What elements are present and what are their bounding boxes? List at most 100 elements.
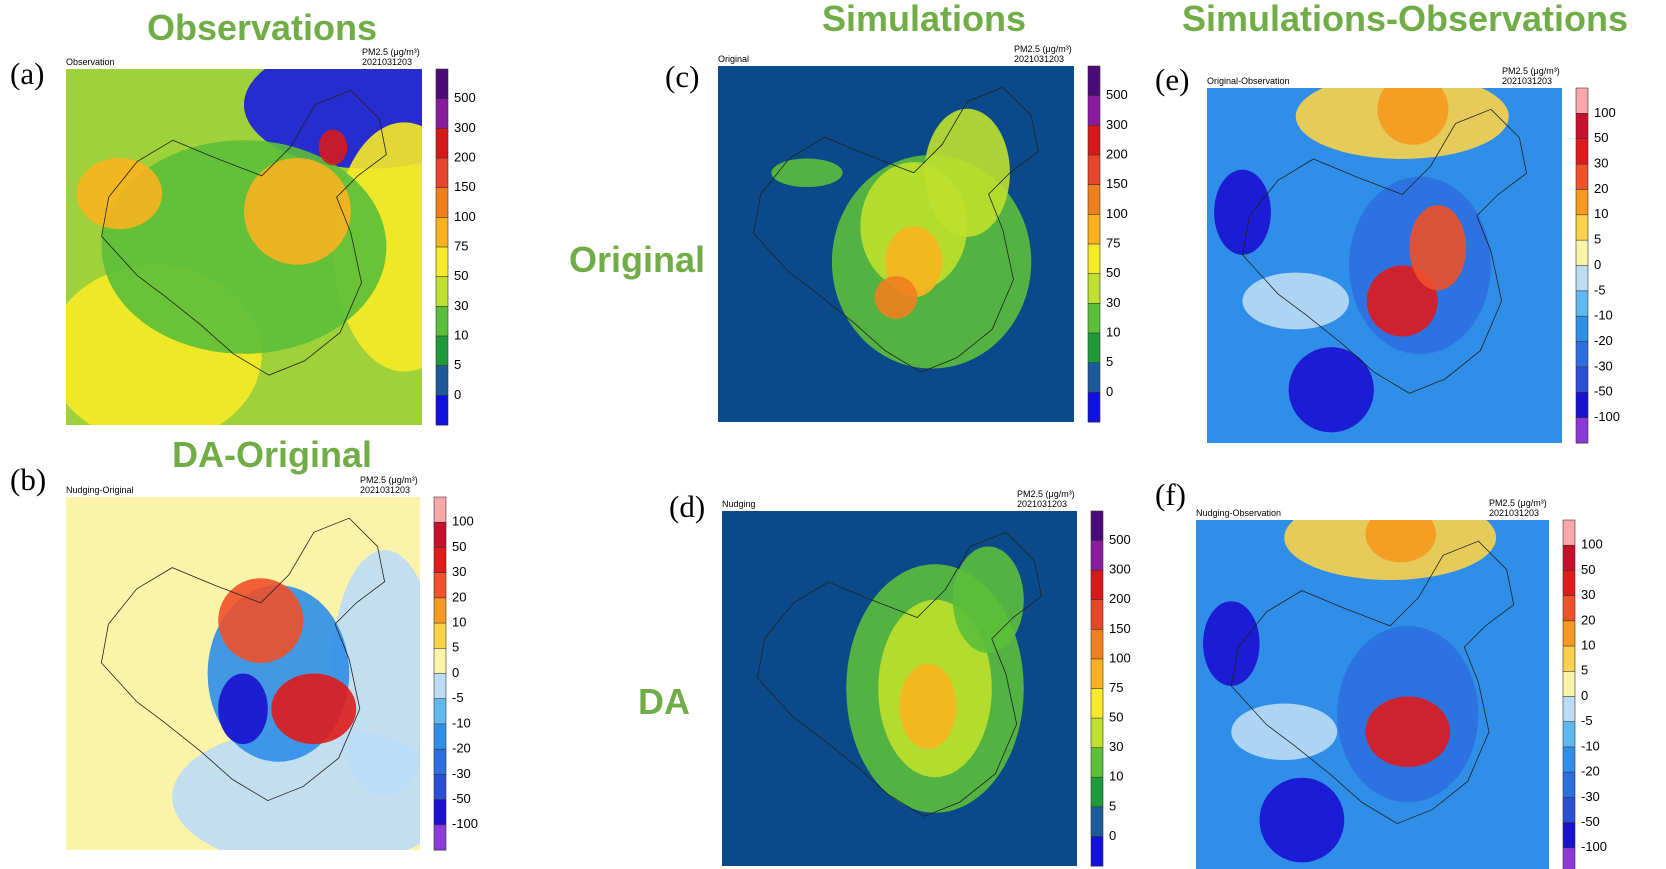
heading: DA-Original xyxy=(172,434,372,475)
colorbar-segment xyxy=(434,724,446,750)
map-field xyxy=(218,578,303,663)
colorbar-label: 0 xyxy=(1106,384,1113,399)
colorbar-label: 200 xyxy=(1106,146,1128,161)
colorbar-segment xyxy=(434,749,446,775)
colorbar-segment xyxy=(1576,189,1588,215)
colorbar-label: 300 xyxy=(1106,117,1128,132)
colorbar-label: 0 xyxy=(454,387,461,402)
colorbar-segment xyxy=(1576,316,1588,342)
heading: Observations xyxy=(147,7,377,48)
colorbar-label: 5 xyxy=(1594,232,1601,247)
colorbar-segment xyxy=(1088,185,1100,215)
colorbar-segment xyxy=(434,497,446,523)
colorbar-segment xyxy=(1088,333,1100,363)
colorbar-label: 150 xyxy=(454,179,476,194)
colorbar-label: -5 xyxy=(452,690,464,705)
colorbar-label: 0 xyxy=(1109,828,1116,843)
time-label: 2021031203 xyxy=(360,485,410,495)
colorbar-label: 10 xyxy=(1109,769,1123,784)
map-field xyxy=(953,547,1024,654)
colorbar-segment xyxy=(1088,125,1100,155)
colorbar-label: -5 xyxy=(1581,713,1593,728)
time-label: 2021031203 xyxy=(1014,54,1064,64)
colorbar-segment xyxy=(436,217,448,247)
colorbar-segment xyxy=(434,800,446,826)
colorbar-label: 75 xyxy=(454,238,468,253)
map-field xyxy=(1365,697,1450,768)
colorbar-segment xyxy=(1576,367,1588,393)
map-field xyxy=(1260,778,1345,863)
map xyxy=(66,497,455,868)
colorbar-segment xyxy=(1091,629,1103,659)
panel-letter: (b) xyxy=(10,462,46,497)
colorbar-segment xyxy=(436,277,448,307)
colorbar-label: 500 xyxy=(1109,532,1131,547)
map-field xyxy=(244,158,351,265)
map xyxy=(1196,495,1549,869)
map-field xyxy=(1409,205,1466,290)
map-panel: (c)OriginalPM2.5 (μg/m³)2021031203500300… xyxy=(665,44,1128,423)
colorbar-segment xyxy=(1091,541,1103,571)
colorbar-label: 20 xyxy=(452,589,466,604)
map-field xyxy=(771,159,842,187)
panel-letter: (e) xyxy=(1155,62,1189,97)
panel-name: Observation xyxy=(66,57,115,67)
colorbar-label: 5 xyxy=(1109,798,1116,813)
colorbar-segment xyxy=(1088,244,1100,274)
colorbar-label: 10 xyxy=(1594,206,1608,221)
colorbar-segment xyxy=(1576,164,1588,190)
colorbar-segment xyxy=(1563,772,1575,798)
colorbar-label: 50 xyxy=(452,539,466,554)
colorbar-label: 20 xyxy=(1581,612,1595,627)
colorbar-segment xyxy=(1563,621,1575,647)
colorbar-label: 50 xyxy=(1106,265,1120,280)
heading: DA xyxy=(638,681,690,722)
colorbar-label: 150 xyxy=(1109,621,1131,636)
figure: Observations Simulations Simulations-Obs… xyxy=(0,0,1666,869)
colorbar-segment xyxy=(434,648,446,674)
colorbar-label: 300 xyxy=(454,120,476,135)
colorbar-segment xyxy=(1576,88,1588,114)
map-field xyxy=(1231,704,1337,760)
colorbar-label: 100 xyxy=(452,514,474,529)
map-field xyxy=(1365,506,1436,562)
colorbar-segment xyxy=(1576,266,1588,292)
colorbar-segment xyxy=(1091,718,1103,748)
colorbar-segment xyxy=(1091,659,1103,689)
colorbar-segment xyxy=(1088,363,1100,393)
map xyxy=(722,511,1077,866)
colorbar-segment xyxy=(436,366,448,396)
colorbar-segment xyxy=(1576,418,1588,444)
map-field xyxy=(1214,170,1271,255)
colorbar-segment xyxy=(434,547,446,573)
map xyxy=(718,66,1074,422)
colorbar-label: 200 xyxy=(454,149,476,164)
colorbar-segment xyxy=(1563,646,1575,672)
colorbar-label: 10 xyxy=(454,327,468,342)
colorbar-label: -100 xyxy=(1594,409,1620,424)
colorbar-label: 75 xyxy=(1109,680,1123,695)
colorbar-label: -20 xyxy=(452,741,471,756)
unit-label: PM2.5 (μg/m³) xyxy=(362,47,420,57)
colorbar-segment xyxy=(1088,155,1100,185)
colorbar-label: 100 xyxy=(1109,650,1131,665)
time-label: 2021031203 xyxy=(362,57,412,67)
colorbar-label: -30 xyxy=(1581,789,1600,804)
colorbar-segment xyxy=(1091,570,1103,600)
colorbar-segment xyxy=(434,774,446,800)
unit-label: PM2.5 (μg/m³) xyxy=(1489,498,1547,508)
colorbar-segment xyxy=(436,128,448,158)
colorbar-label: 5 xyxy=(1106,354,1113,369)
colorbar-label: -10 xyxy=(1581,738,1600,753)
colorbar-segment xyxy=(1576,342,1588,368)
colorbar-label: 50 xyxy=(1581,562,1595,577)
colorbar-segment xyxy=(434,598,446,624)
colorbar-segment xyxy=(1563,520,1575,546)
colorbar-segment xyxy=(1563,797,1575,823)
map-field xyxy=(1289,347,1374,432)
colorbar-segment xyxy=(1576,113,1588,139)
colorbar-label: -100 xyxy=(452,816,478,831)
colorbar-label: 30 xyxy=(454,298,468,313)
colorbar-segment xyxy=(436,247,448,277)
